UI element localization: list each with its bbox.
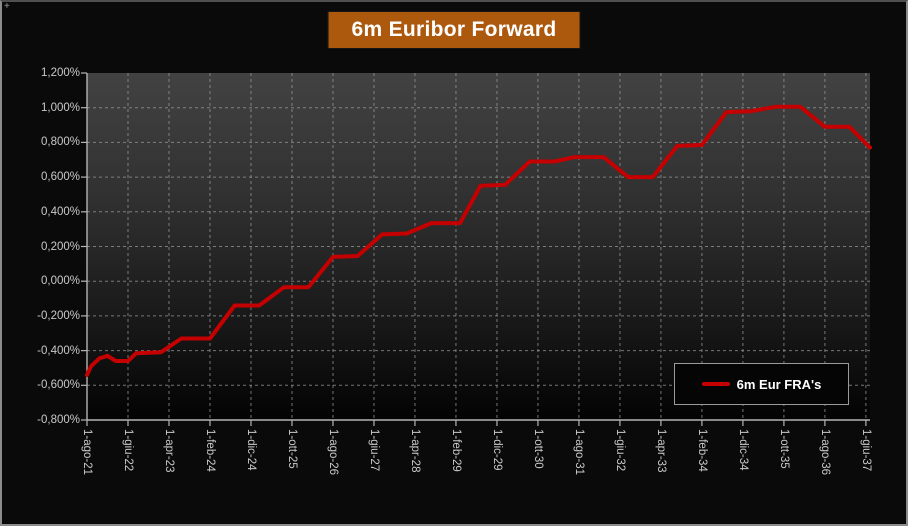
chart-title[interactable]: 6m Euribor Forward bbox=[327, 11, 581, 49]
series-line-6m-eur-fras[interactable] bbox=[85, 104, 872, 377]
resize-corner-icon: + bbox=[4, 1, 10, 12]
legend-line-swatch bbox=[701, 382, 730, 386]
legend-label: 6m Eur FRA's bbox=[736, 376, 822, 392]
legend[interactable]: 6m Eur FRA's bbox=[674, 363, 849, 405]
